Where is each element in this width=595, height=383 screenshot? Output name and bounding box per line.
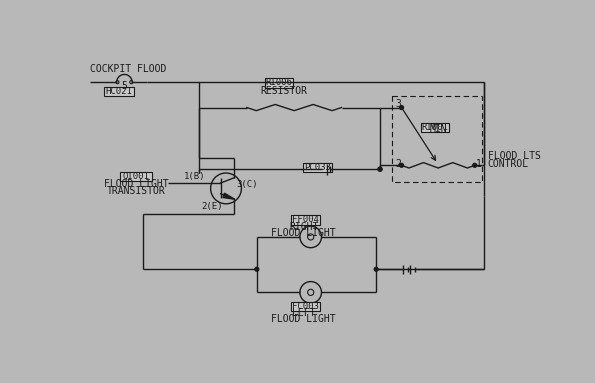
Bar bbox=[292, 301, 320, 311]
Text: 1(B): 1(B) bbox=[184, 172, 205, 182]
Text: MIN: MIN bbox=[430, 124, 447, 134]
Text: 3(C): 3(C) bbox=[237, 180, 258, 189]
Bar bbox=[421, 123, 449, 132]
Bar bbox=[265, 78, 293, 88]
Text: HC021: HC021 bbox=[105, 87, 133, 96]
Text: COCKPIT FLOOD: COCKPIT FLOOD bbox=[90, 64, 166, 74]
Circle shape bbox=[378, 167, 382, 171]
Text: RIGHT: RIGHT bbox=[289, 222, 318, 232]
Text: FLOOD LIGHT: FLOOD LIGHT bbox=[271, 228, 336, 238]
Circle shape bbox=[400, 164, 403, 167]
Bar bbox=[303, 163, 331, 172]
Text: LEFT: LEFT bbox=[292, 308, 315, 318]
Bar bbox=[120, 172, 152, 182]
Text: 2(E): 2(E) bbox=[201, 201, 223, 211]
Text: RI006: RI006 bbox=[265, 79, 292, 87]
Polygon shape bbox=[223, 193, 234, 199]
Text: QI001: QI001 bbox=[123, 172, 149, 182]
Text: CONTROL: CONTROL bbox=[488, 159, 529, 169]
Text: 1: 1 bbox=[476, 159, 482, 169]
Bar bbox=[392, 96, 483, 182]
Circle shape bbox=[255, 267, 259, 271]
Text: FLOOD LIGHT: FLOOD LIGHT bbox=[271, 314, 336, 324]
Text: TRANSISTOR: TRANSISTOR bbox=[107, 186, 165, 196]
Bar bbox=[292, 215, 320, 224]
Text: RI001: RI001 bbox=[422, 123, 449, 132]
Text: 2: 2 bbox=[396, 159, 401, 169]
Circle shape bbox=[473, 164, 477, 167]
Text: FC003: FC003 bbox=[292, 302, 319, 311]
Text: 5: 5 bbox=[121, 81, 127, 91]
Text: RESISTOR: RESISTOR bbox=[260, 86, 307, 96]
Text: 3: 3 bbox=[396, 99, 401, 109]
Text: FLOOD LTS: FLOOD LTS bbox=[488, 151, 541, 161]
Text: FF004: FF004 bbox=[292, 216, 319, 224]
Bar bbox=[104, 87, 134, 96]
Circle shape bbox=[400, 106, 403, 110]
Text: PC033: PC033 bbox=[304, 163, 331, 172]
Circle shape bbox=[374, 267, 378, 271]
Text: FLOOD LIGHT: FLOOD LIGHT bbox=[104, 179, 168, 189]
Circle shape bbox=[378, 167, 382, 171]
